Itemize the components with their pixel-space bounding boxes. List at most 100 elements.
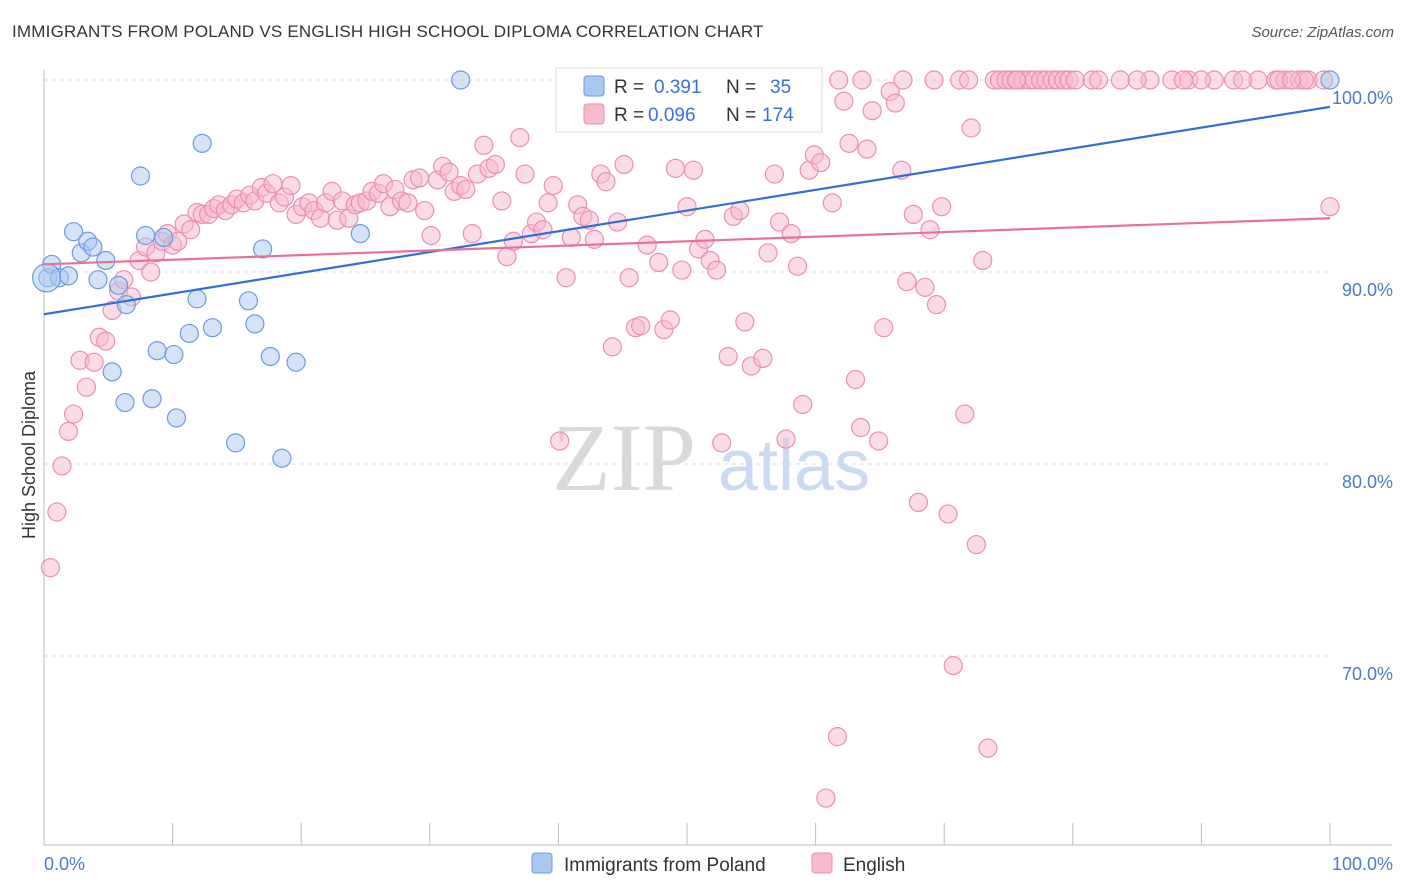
point-poland	[166, 408, 187, 428]
point-poland	[142, 389, 162, 409]
point-english	[852, 70, 872, 90]
point-english	[619, 268, 639, 288]
point-english	[924, 70, 944, 90]
legend-swatch-poland	[583, 75, 605, 97]
point-english	[631, 316, 651, 336]
point-poland	[286, 352, 306, 372]
legend-n-value-english: 174	[762, 105, 794, 126]
point-poland	[31, 263, 62, 293]
point-poland	[245, 314, 265, 334]
point-english	[932, 197, 952, 217]
point-english	[596, 172, 616, 192]
point-english	[637, 235, 657, 255]
point-english	[943, 655, 963, 676]
point-english	[869, 431, 889, 451]
point-english	[845, 369, 866, 390]
point-english	[961, 118, 981, 138]
point-english	[543, 176, 563, 196]
point-poland	[1320, 70, 1340, 90]
point-english	[281, 176, 301, 196]
point-english	[181, 220, 201, 240]
point-english	[1088, 70, 1109, 90]
point-poland	[58, 266, 79, 286]
y-axis-label: High School Diploma	[19, 370, 39, 539]
point-english	[141, 262, 161, 282]
point-english	[874, 318, 894, 338]
point-english	[822, 193, 842, 213]
x-tick-label: 0.0%	[44, 854, 85, 874]
trend-lines	[43, 105, 1331, 316]
point-poland	[130, 166, 151, 186]
point-english	[769, 212, 790, 232]
point-english	[829, 70, 849, 90]
point-poland	[238, 291, 259, 311]
point-english	[439, 162, 459, 182]
legend-r-label: R =	[614, 77, 644, 98]
legend-r-value-english: 0.096	[648, 105, 696, 126]
point-english	[973, 250, 993, 271]
point-english	[1065, 70, 1085, 90]
point-english	[978, 738, 998, 758]
bottom-legend-label-english: English	[843, 855, 905, 876]
point-poland	[260, 346, 280, 367]
point-english	[735, 312, 755, 332]
point-english	[602, 337, 623, 357]
point-english	[776, 429, 796, 449]
point-english	[730, 200, 750, 221]
point-english	[1110, 70, 1130, 90]
point-english	[897, 272, 917, 292]
legend-swatch-english	[583, 103, 605, 125]
point-english	[753, 348, 773, 368]
point-english	[533, 220, 553, 240]
point-poland	[153, 227, 174, 248]
point-english	[421, 225, 441, 246]
bottom-legend: Immigrants from Poland English	[531, 852, 905, 876]
y-tick-label: 100.0%	[1332, 88, 1393, 108]
point-poland	[135, 225, 156, 246]
point-english	[851, 417, 871, 438]
point-english	[556, 268, 576, 288]
point-poland	[116, 295, 136, 315]
watermark-zip: ZIP	[552, 404, 696, 511]
point-english	[409, 168, 430, 188]
point-poland	[451, 70, 471, 90]
point-english	[614, 154, 634, 175]
point-poland	[96, 250, 116, 271]
point-poland	[88, 270, 108, 290]
point-poland	[102, 362, 122, 382]
bottom-legend-swatch-english	[811, 852, 833, 874]
y-tick-label: 80.0%	[1342, 472, 1393, 492]
point-english	[862, 101, 882, 121]
point-english	[955, 404, 975, 424]
point-english	[718, 346, 738, 367]
point-english	[781, 224, 801, 244]
point-english	[839, 133, 859, 153]
point-english	[1006, 70, 1026, 90]
point-english	[660, 310, 680, 330]
point-english	[1281, 70, 1302, 90]
point-poland	[63, 222, 84, 242]
point-poland	[147, 341, 167, 361]
point-english	[908, 492, 929, 512]
point-poland	[164, 344, 184, 365]
point-english	[793, 394, 813, 415]
point-english	[672, 260, 692, 280]
point-english	[550, 431, 570, 451]
point-english	[40, 558, 61, 578]
point-english	[920, 220, 940, 240]
axes	[43, 70, 1392, 846]
point-english	[926, 295, 947, 315]
trend-line-poland	[43, 105, 1331, 316]
tick-labels: 100.0% 90.0% 80.0% 70.0% 0.0% 100.0%	[44, 88, 1393, 874]
point-english	[510, 128, 530, 148]
point-english	[398, 193, 418, 213]
point-english	[415, 200, 435, 221]
point-english	[903, 204, 923, 224]
legend-n-label: N =	[726, 105, 756, 126]
point-english	[959, 70, 979, 90]
y-tick-label: 70.0%	[1342, 664, 1393, 684]
top-legend: R = 0.391 N = 35 R = 0.096 N = 174	[555, 67, 823, 133]
point-english	[462, 224, 482, 244]
point-english	[712, 433, 732, 453]
point-poland	[350, 224, 370, 244]
